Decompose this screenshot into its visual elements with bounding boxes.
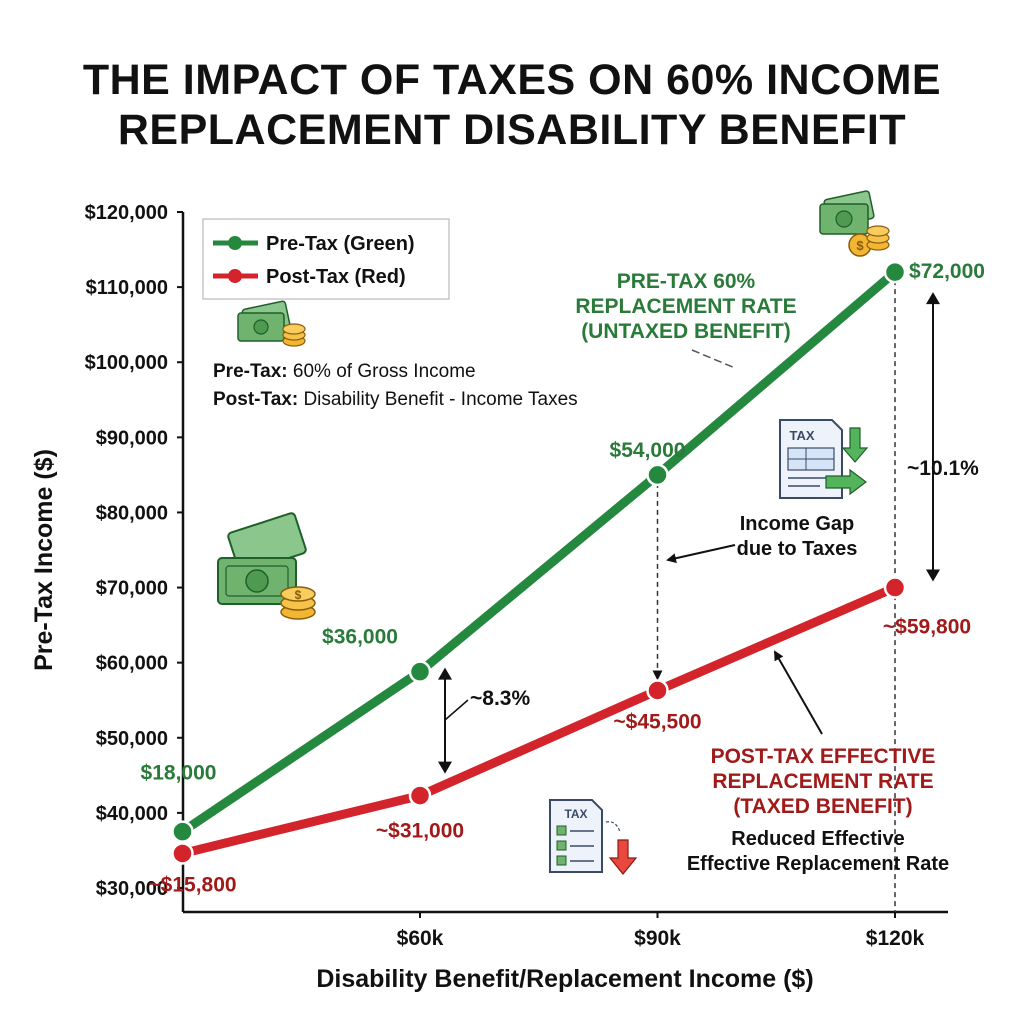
data-point-posttax <box>883 576 907 599</box>
legend-marker-posttax <box>228 269 242 283</box>
y-axis-label: Pre-Tax Income ($) <box>30 449 58 671</box>
chart-title-line-1: THE IMPACT OF TAXES ON 60% INCOME <box>82 56 942 104</box>
data-label-pretax: $54,000 <box>610 439 686 462</box>
svg-text:$: $ <box>856 238 864 253</box>
legend: Pre-Tax (Green) Post-Tax (Red) <box>202 218 450 300</box>
income-gap-arrow <box>666 544 736 564</box>
note-posttax: Post-Tax: Disability Benefit - Income Ta… <box>213 389 578 410</box>
posttax-rate-line-2: REPLACEMENT RATE <box>712 770 933 793</box>
posttax-rate-arrow <box>774 650 823 735</box>
x-axis-label: Disability Benefit/Replacement Income ($… <box>316 965 813 993</box>
data-point-posttax <box>646 679 669 702</box>
tax-document-icon: TAX <box>779 419 869 499</box>
posttax-rate-line-3: (TAXED BENEFIT) <box>733 795 912 818</box>
gap-label-120k: ~10.1% <box>907 457 979 480</box>
income-gap-line-2: due to Taxes <box>737 538 858 560</box>
legend-label-posttax: Post-Tax (Red) <box>266 266 406 288</box>
tax-doc-label: TAX <box>789 428 814 443</box>
chart-title-line-2: REPLACEMENT DISABILITY BENEFIT <box>117 106 907 154</box>
legend-label-pretax: Pre-Tax (Green) <box>266 233 415 255</box>
data-label-pretax: $72,000 <box>909 260 985 283</box>
data-label-pretax: $36,000 <box>322 626 398 649</box>
money-stack-icon: $ <box>819 190 890 257</box>
data-label-posttax: ~$31,000 <box>376 820 464 843</box>
note-pretax: Pre-Tax: 60% of Gross Income <box>213 361 476 382</box>
income-gap-annotation: Income Gap due to Taxes <box>666 513 858 564</box>
reduced-line-2: Effective Replacement Rate <box>687 853 949 875</box>
y-tick-label: $90,000 <box>96 427 168 449</box>
data-label-pretax: $18,000 <box>141 762 217 785</box>
x-tick-label: $120k <box>866 927 925 950</box>
data-label-posttax: ~$15,800 <box>148 873 236 896</box>
series-line-pretax <box>178 267 900 837</box>
y-tick-label: $120,000 <box>85 202 168 224</box>
tax-checklist-label: TAX <box>564 807 587 821</box>
y-tick-label: $60,000 <box>96 653 168 675</box>
gap-arrow-60k-head-bottom <box>438 761 452 774</box>
data-point-pretax <box>646 463 669 487</box>
gap-label-60k: ~8.3% <box>470 687 530 710</box>
posttax-rate-annotation: POST-TAX EFFECTIVE REPLACEMENT RATE (TAX… <box>687 650 949 875</box>
income-gap-line-1: Income Gap <box>740 513 854 535</box>
note-pretax-bold: Pre-Tax: <box>213 361 288 382</box>
y-tick-label: $30,000 <box>96 878 168 900</box>
reduced-line-1: Reduced Effective <box>731 828 904 850</box>
note-pretax-text: 60% of Gross Income <box>288 361 476 382</box>
data-point-pretax <box>171 820 194 843</box>
x-tick-label: $90k <box>634 927 681 950</box>
y-tick-label: $80,000 <box>96 502 168 524</box>
gap-arrow-60k-head-top <box>438 667 452 680</box>
gap-arrow-120k-head-top <box>926 292 940 305</box>
tax-checklist-icon: TAX <box>549 799 638 875</box>
svg-text:$: $ <box>295 588 302 602</box>
data-point-pretax <box>883 260 907 284</box>
data-point-posttax <box>171 842 194 865</box>
note-posttax-text: Disability Benefit - Income Taxes <box>298 389 578 410</box>
pretax-rate-line-1: PRE-TAX 60% <box>617 270 756 293</box>
x-tick-label: $60k <box>397 927 444 950</box>
y-tick-label: $40,000 <box>96 803 168 825</box>
pretax-rate-line-2: REPLACEMENT RATE <box>575 295 796 318</box>
posttax-rate-line-1: POST-TAX EFFECTIVE <box>711 745 936 768</box>
money-stack-icon <box>237 300 306 347</box>
gap-label-60k-leader <box>444 699 469 721</box>
gap-arrow-120k-head-bottom <box>926 569 940 582</box>
series-line-posttax <box>178 583 900 858</box>
note-posttax-bold: Post-Tax: <box>213 389 298 410</box>
data-label-posttax: ~$45,500 <box>613 710 701 733</box>
y-tick-label: $50,000 <box>96 728 168 750</box>
data-point-posttax <box>408 784 432 807</box>
y-tick-label: $100,000 <box>85 352 168 374</box>
data-label-posttax: ~$59,800 <box>883 616 971 639</box>
money-stack-icon: $ <box>217 512 316 620</box>
pretax-rate-annotation: PRE-TAX 60% REPLACEMENT RATE (UNTAXED BE… <box>575 270 797 369</box>
y-tick-label: $70,000 <box>96 578 168 600</box>
y-tick-label: $110,000 <box>86 277 168 299</box>
data-point-pretax <box>408 660 432 683</box>
pretax-rate-leader <box>691 349 736 369</box>
legend-marker-pretax <box>228 236 242 250</box>
pretax-rate-line-3: (UNTAXED BENEFIT) <box>581 320 791 343</box>
